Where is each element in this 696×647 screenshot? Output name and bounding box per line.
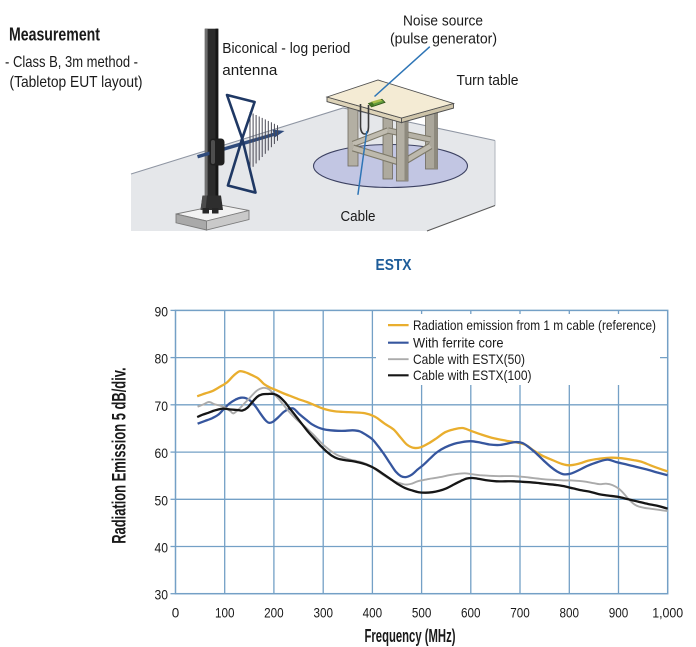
svg-text:600: 600 xyxy=(461,604,481,620)
svg-text:300: 300 xyxy=(313,604,333,620)
svg-text:antenna: antenna xyxy=(222,62,278,79)
svg-text:1,000: 1,000 xyxy=(652,604,683,620)
svg-text:Measurement: Measurement xyxy=(9,25,100,45)
svg-text:100: 100 xyxy=(215,604,235,620)
svg-text:Radiation emission from 1 m ca: Radiation emission from 1 m cable (refer… xyxy=(413,317,656,333)
svg-text:ESTX: ESTX xyxy=(376,257,412,274)
svg-text:(Tabletop EUT layout): (Tabletop EUT layout) xyxy=(10,74,143,91)
svg-text:Biconical - log period: Biconical - log period xyxy=(222,40,350,57)
svg-text:Turn table: Turn table xyxy=(457,72,519,89)
svg-text:Frequency (MHz): Frequency (MHz) xyxy=(365,625,456,646)
svg-text:Radiation Emission 5 dB/div.: Radiation Emission 5 dB/div. xyxy=(110,367,131,543)
svg-text:70: 70 xyxy=(155,398,169,414)
svg-text:900: 900 xyxy=(609,604,629,620)
svg-text:50: 50 xyxy=(155,492,169,508)
svg-text:80: 80 xyxy=(155,351,169,367)
svg-text:60: 60 xyxy=(155,445,169,461)
svg-text:40: 40 xyxy=(155,540,169,556)
svg-text:200: 200 xyxy=(264,604,284,620)
svg-text:Cable with ESTX(50): Cable with ESTX(50) xyxy=(413,351,525,367)
svg-text:700: 700 xyxy=(510,604,530,620)
svg-text:Cable with ESTX(100): Cable with ESTX(100) xyxy=(413,367,532,383)
svg-text:500: 500 xyxy=(412,604,432,620)
svg-text:30: 30 xyxy=(155,587,169,603)
svg-text:With ferrite core: With ferrite core xyxy=(413,335,504,351)
svg-text:(pulse generator): (pulse generator) xyxy=(390,31,497,48)
svg-text:0: 0 xyxy=(172,604,180,620)
svg-text:- Class B, 3m method -: - Class B, 3m method - xyxy=(5,54,138,71)
svg-text:90: 90 xyxy=(155,303,169,319)
svg-text:400: 400 xyxy=(363,604,383,620)
svg-text:Noise source: Noise source xyxy=(403,13,483,30)
svg-text:800: 800 xyxy=(560,604,580,620)
svg-text:Cable: Cable xyxy=(341,208,376,225)
